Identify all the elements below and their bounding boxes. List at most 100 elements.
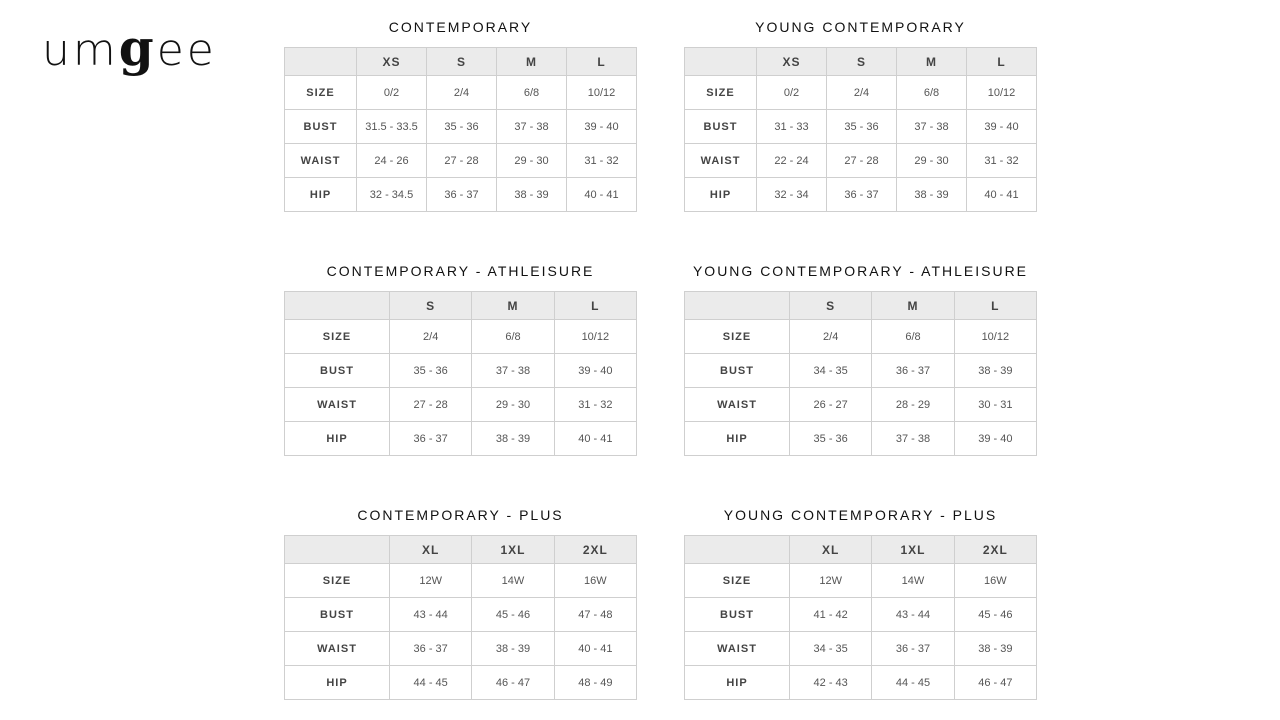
table-row: BUST 41 - 42 43 - 44 45 - 46 — [684, 597, 1038, 632]
table-cell: 32 - 34.5 — [356, 177, 427, 212]
table-row: SIZE 0/2 2/4 6/8 10/12 — [284, 75, 637, 110]
table-row: BUST 35 - 36 37 - 38 39 - 40 — [284, 353, 638, 388]
table-cell: 35 - 36 — [826, 109, 897, 144]
table-cell: 38 - 39 — [896, 177, 967, 212]
row-label: WAIST — [284, 631, 390, 666]
table-cell: 38 - 39 — [471, 421, 555, 456]
size-table: S M L SIZE 2/4 6/8 10/12 BUST 35 - 36 37 - 38 39 -… — [284, 291, 638, 456]
table-cell: 10/12 — [553, 319, 638, 354]
table-cell: 36 - 37 — [426, 177, 497, 212]
row-label: BUST — [284, 109, 357, 144]
column-header: XL — [788, 535, 873, 564]
size-table: XS S M L SIZE 0/2 2/4 6/8 10/12 BUST 31.5 - 33.5 35… — [284, 47, 637, 212]
column-header: 1XL — [471, 535, 555, 564]
column-header: S — [788, 291, 873, 320]
table-row: HIP 36 - 37 38 - 39 40 - 41 — [284, 421, 638, 456]
table-cell: 34 - 35 — [788, 631, 873, 666]
table-cell: 38 - 39 — [953, 353, 1038, 388]
row-label: SIZE — [684, 563, 790, 598]
table-cell: 42 - 43 — [788, 665, 873, 700]
header-row: XL 1XL 2XL — [684, 535, 1038, 564]
table-row: BUST 43 - 44 45 - 46 47 - 48 — [284, 597, 638, 632]
table-row: BUST 31.5 - 33.5 35 - 36 37 - 38 39 - 40 — [284, 109, 637, 144]
table-cell: 37 - 38 — [896, 109, 967, 144]
header-corner — [684, 291, 790, 320]
table-cell: 36 - 37 — [388, 421, 473, 456]
row-label: HIP — [684, 421, 790, 456]
umgee-logo: umgee — [42, 18, 217, 77]
row-label: HIP — [284, 177, 357, 212]
size-table: XL 1XL 2XL SIZE 12W 14W 16W BUST 41 - 42 43 - 44 4… — [684, 535, 1038, 700]
table-cell: 39 - 40 — [953, 421, 1038, 456]
table-cell: 36 - 37 — [871, 353, 955, 388]
header-row: XS S M L — [684, 47, 1037, 76]
table-cell: 40 - 41 — [566, 177, 637, 212]
size-chart-title: YOUNG CONTEMPORARY - PLUS — [723, 507, 998, 523]
table-cell: 34 - 35 — [788, 353, 873, 388]
table-row: BUST 34 - 35 36 - 37 38 - 39 — [684, 353, 1038, 388]
size-table: XS S M L SIZE 0/2 2/4 6/8 10/12 BUST 31 - 33 35 - 3… — [684, 47, 1037, 212]
table-row: HIP 32 - 34.5 36 - 37 38 - 39 40 - 41 — [284, 177, 637, 212]
size-chart-title: CONTEMPORARY - PLUS — [357, 507, 564, 523]
table-cell: 6/8 — [471, 319, 555, 354]
table-cell: 30 - 31 — [953, 387, 1038, 422]
table-cell: 12W — [788, 563, 873, 598]
column-header: XS — [356, 47, 427, 76]
table-row: WAIST 36 - 37 38 - 39 40 - 41 — [284, 631, 638, 666]
table-cell: 27 - 28 — [826, 143, 897, 178]
table-cell: 32 - 34 — [756, 177, 827, 212]
size-chart-3: CONTEMPORARY - ATHLEISURE S M L SIZE 2/4 6/8 10… — [284, 263, 638, 456]
column-header: 2XL — [953, 535, 1038, 564]
table-cell: 6/8 — [871, 319, 955, 354]
column-header: L — [553, 291, 638, 320]
size-chart-title: YOUNG CONTEMPORARY — [755, 19, 966, 35]
row-label: BUST — [284, 597, 390, 632]
table-cell: 35 - 36 — [426, 109, 497, 144]
table-cell: 46 - 47 — [953, 665, 1038, 700]
table-cell: 37 - 38 — [471, 353, 555, 388]
table-cell: 40 - 41 — [553, 631, 638, 666]
table-cell: 0/2 — [356, 75, 427, 110]
table-row: SIZE 2/4 6/8 10/12 — [284, 319, 638, 354]
header-row: XL 1XL 2XL — [284, 535, 638, 564]
header-corner — [684, 47, 757, 76]
logo-text: g — [118, 18, 157, 77]
row-label: BUST — [684, 109, 757, 144]
table-cell: 24 - 26 — [356, 143, 427, 178]
table-cell: 45 - 46 — [471, 597, 555, 632]
table-row: SIZE 0/2 2/4 6/8 10/12 — [684, 75, 1037, 110]
table-row: WAIST 22 - 24 27 - 28 29 - 30 31 - 32 — [684, 143, 1037, 178]
column-header: XL — [388, 535, 473, 564]
table-cell: 2/4 — [426, 75, 497, 110]
table-cell: 29 - 30 — [471, 387, 555, 422]
column-header: L — [966, 47, 1037, 76]
header-corner — [684, 535, 790, 564]
table-cell: 12W — [388, 563, 473, 598]
row-label: WAIST — [684, 143, 757, 178]
column-header: S — [426, 47, 497, 76]
table-row: SIZE 2/4 6/8 10/12 — [684, 319, 1038, 354]
row-label: WAIST — [684, 631, 790, 666]
logo-text: ee — [156, 25, 217, 76]
table-cell: 39 - 40 — [553, 353, 638, 388]
size-chart-4: YOUNG CONTEMPORARY - ATHLEISURE S M L SIZE 2/… — [684, 263, 1038, 456]
row-label: BUST — [284, 353, 390, 388]
table-row: WAIST 34 - 35 36 - 37 38 - 39 — [684, 631, 1038, 666]
table-cell: 2/4 — [388, 319, 473, 354]
row-label: SIZE — [684, 319, 790, 354]
row-label: HIP — [684, 177, 757, 212]
column-header: M — [471, 291, 555, 320]
row-label: HIP — [284, 421, 390, 456]
column-header: L — [566, 47, 637, 76]
table-cell: 27 - 28 — [426, 143, 497, 178]
column-header: M — [896, 47, 967, 76]
table-row: WAIST 26 - 27 28 - 29 30 - 31 — [684, 387, 1038, 422]
table-cell: 6/8 — [896, 75, 967, 110]
row-label: WAIST — [284, 143, 357, 178]
column-header: XS — [756, 47, 827, 76]
table-cell: 37 - 38 — [871, 421, 955, 456]
table-cell: 41 - 42 — [788, 597, 873, 632]
table-cell: 10/12 — [953, 319, 1038, 354]
